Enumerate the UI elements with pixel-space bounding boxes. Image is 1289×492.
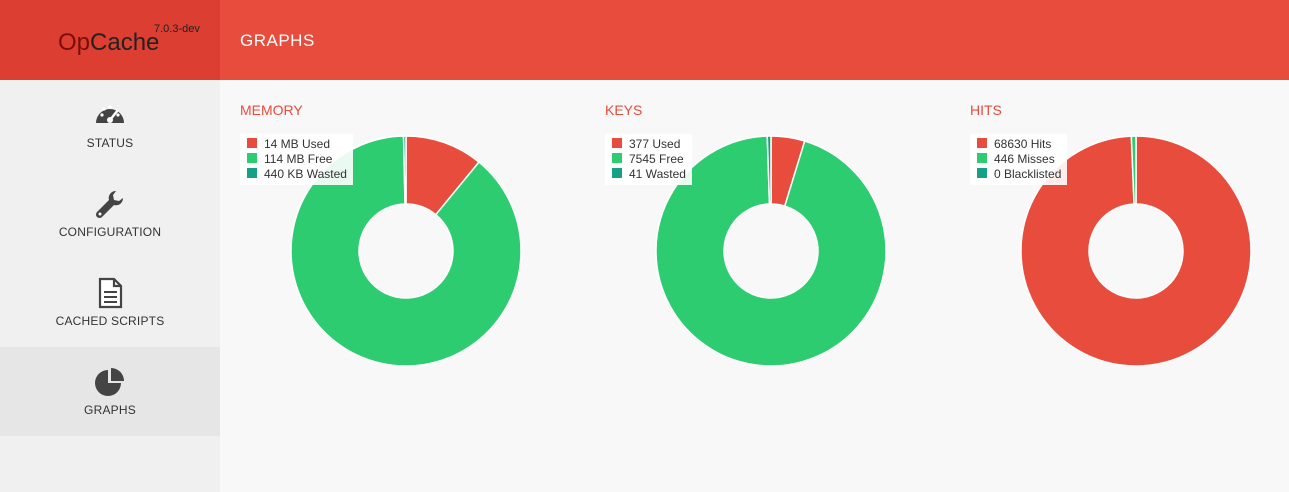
legend-label: 68630 Hits [994, 137, 1052, 151]
donut-slice-2 [766, 135, 772, 205]
hits-panel: HITS 68630 Hits 446 Misses 0 Blacklisted [950, 80, 1289, 492]
version-label: 7.0.3-dev [154, 23, 200, 35]
pie-chart-icon [95, 368, 124, 396]
legend-item: 0 Blacklisted [976, 167, 1061, 182]
legend-item: 114 MB Free [246, 152, 347, 167]
legend-label: 7545 Free [629, 152, 684, 166]
legend-swatch [611, 152, 623, 164]
sidebar-item-graphs[interactable]: GRAPHS [0, 347, 220, 436]
keys-donut-chart [655, 135, 887, 367]
legend-label: 377 Used [629, 137, 681, 151]
sidebar-item-label: STATUS [86, 136, 134, 150]
legend-item: 440 KB Wasted [246, 167, 347, 182]
chart-legend: 68630 Hits 446 Misses 0 Blacklisted [970, 134, 1068, 185]
donut-slice-0 [1020, 135, 1252, 367]
legend-swatch [976, 167, 988, 179]
memory-donut-chart [290, 135, 522, 367]
chart-title: HITS [970, 102, 1002, 118]
app-logo[interactable]: OpCache [58, 29, 159, 57]
chart-legend: 14 MB Used 114 MB Free 440 KB Wasted [240, 134, 353, 185]
chart-title: KEYS [605, 102, 643, 118]
legend-label: 41 Wasted [629, 167, 686, 181]
legend-item: 41 Wasted [611, 167, 686, 182]
sidebar-item-label: CACHED SCRIPTS [55, 314, 165, 328]
logo-area[interactable]: OpCache 7.0.3-dev [0, 0, 220, 80]
legend-swatch [976, 152, 988, 164]
sidebar-item-configuration[interactable]: CONFIGURATION [0, 169, 220, 258]
keys-panel: KEYS 377 Used 7545 Free 41 Wasted [585, 80, 945, 492]
document-icon [98, 277, 123, 309]
dashboard-icon [96, 105, 124, 123]
legend-label: 14 MB Used [264, 137, 331, 151]
legend-label: 446 Misses [994, 152, 1055, 166]
hits-donut-chart [1020, 135, 1252, 367]
legend-swatch [976, 137, 988, 149]
legend-item: 14 MB Used [246, 137, 347, 152]
chart-title: MEMORY [240, 102, 303, 118]
legend-swatch [246, 152, 258, 164]
donut-slice-2 [402, 135, 407, 205]
sidebar-item-cached-scripts[interactable]: CACHED SCRIPTS [0, 258, 220, 347]
legend-item: 446 Misses [976, 152, 1061, 167]
legend-item: 377 Used [611, 137, 686, 152]
memory-panel: MEMORY 14 MB Used 114 MB Free 440 KB Was… [220, 80, 580, 492]
sidebar-item-label: GRAPHS [84, 403, 136, 417]
sidebar-item-label: CONFIGURATION [58, 225, 162, 239]
chart-legend: 377 Used 7545 Free 41 Wasted [605, 134, 692, 185]
legend-swatch [246, 167, 258, 179]
legend-swatch [611, 167, 623, 179]
legend-label: 114 MB Free [264, 152, 333, 166]
donut-slice-1 [1130, 135, 1137, 205]
logo-op: Op [58, 29, 91, 56]
page-title: GRAPHS [240, 31, 315, 50]
legend-label: 0 Blacklisted [994, 167, 1062, 181]
legend-label: 440 KB Wasted [264, 167, 347, 181]
top-bar: OpCache 7.0.3-dev GRAPHS [0, 0, 1289, 80]
donut-slice-1 [655, 135, 887, 367]
sidebar-item-status[interactable]: STATUS [0, 80, 220, 169]
graphs-content: MEMORY 14 MB Used 114 MB Free 440 KB Was… [220, 80, 1289, 492]
legend-item: 7545 Free [611, 152, 686, 167]
legend-item: 68630 Hits [976, 137, 1061, 152]
legend-swatch [246, 137, 258, 149]
legend-swatch [611, 137, 623, 149]
wrench-icon [95, 190, 124, 219]
logo-cache: Cache [90, 29, 160, 56]
sidebar: STATUS CONFIGURATION CACHED SCRIPTS GRAP… [0, 80, 220, 492]
